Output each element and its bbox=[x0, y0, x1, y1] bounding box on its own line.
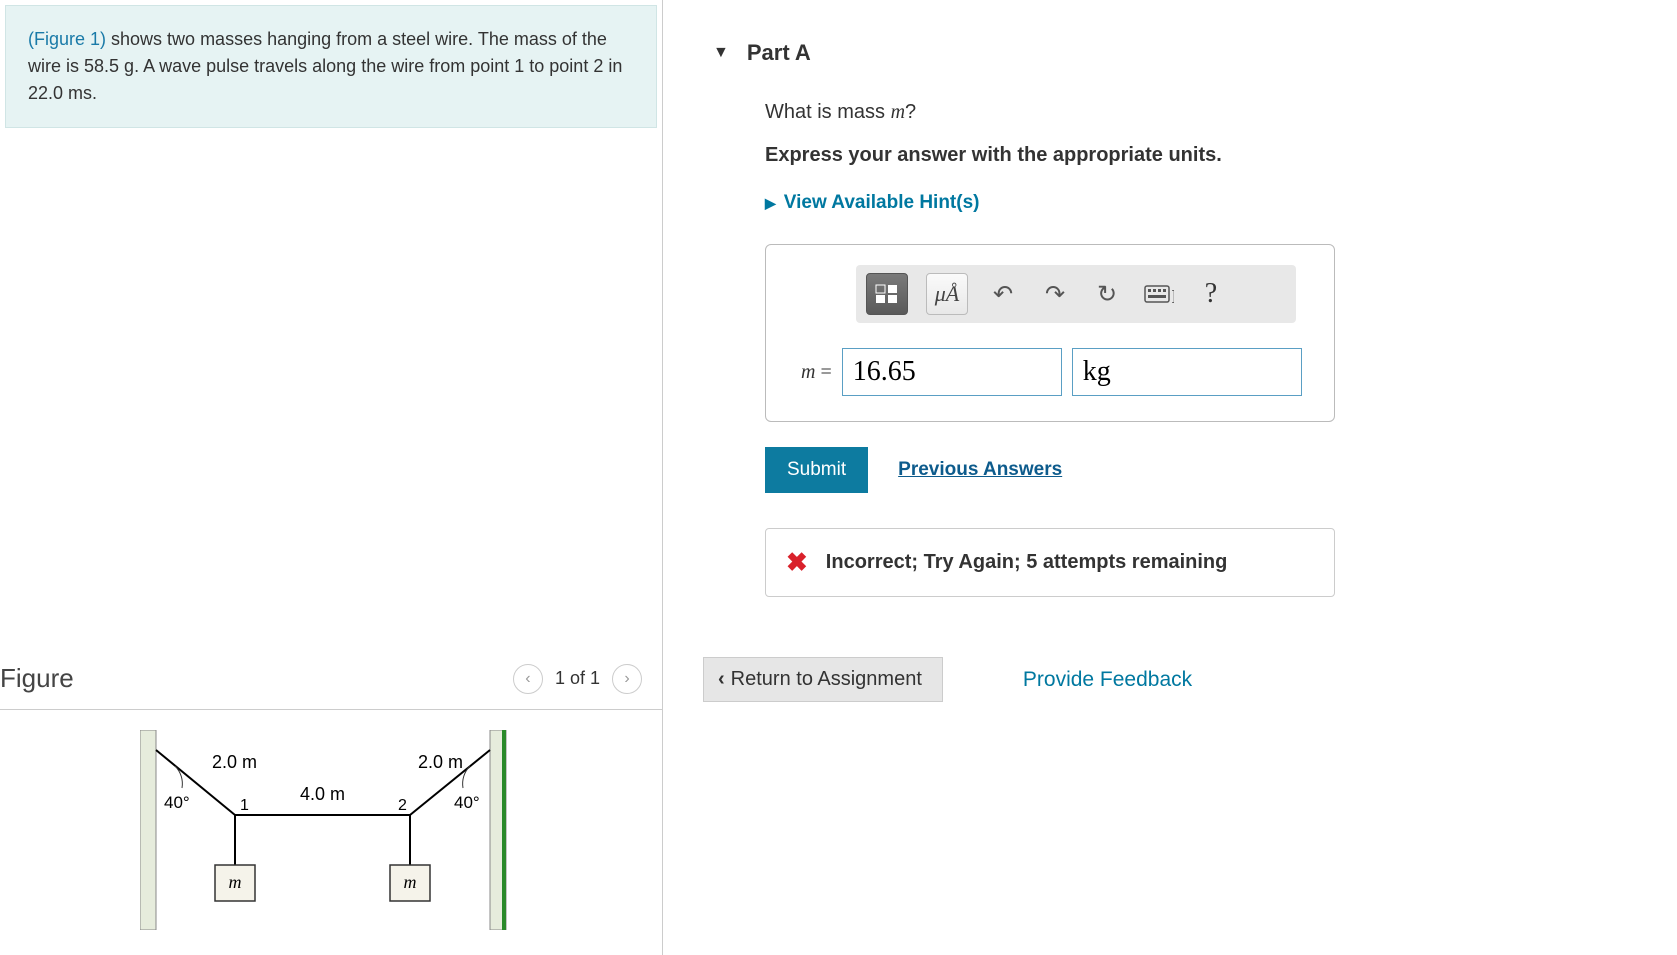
return-label: Return to Assignment bbox=[731, 668, 922, 691]
problem-text-3: . bbox=[92, 83, 97, 103]
part-header[interactable]: ▼ Part A bbox=[713, 40, 1627, 66]
equation-toolbar: μÅ ↶ ↷ ↻ ] ? bbox=[856, 265, 1296, 323]
left-panel: (Figure 1) shows two masses hanging from… bbox=[0, 0, 663, 955]
view-hints-toggle[interactable]: ▶ View Available Hint(s) bbox=[765, 192, 1627, 214]
caret-down-icon: ▼ bbox=[713, 44, 729, 62]
submit-button[interactable]: Submit bbox=[765, 447, 868, 493]
hints-label: View Available Hint(s) bbox=[784, 192, 980, 214]
problem-text-2: . A wave pulse travels along the wire fr… bbox=[134, 56, 622, 76]
feedback-text: Incorrect; Try Again; 5 attempts remaini… bbox=[826, 551, 1228, 574]
keyboard-icon: ] bbox=[1144, 285, 1174, 303]
reset-button[interactable]: ↻ bbox=[1090, 273, 1124, 315]
answer-unit-input[interactable] bbox=[1072, 348, 1302, 396]
figure-next-button[interactable]: › bbox=[612, 664, 642, 694]
left-segment-label: 2.0 m bbox=[212, 752, 257, 772]
figure-reference-link[interactable]: (Figure 1) bbox=[28, 29, 106, 49]
caret-right-icon: ▶ bbox=[765, 195, 776, 212]
mass-label-right: m bbox=[404, 872, 417, 892]
point-1-label: 1 bbox=[240, 797, 249, 814]
footer-row: ‹ Return to Assignment Provide Feedback bbox=[703, 657, 1627, 702]
fraction-icon bbox=[874, 283, 900, 305]
feedback-box: ✖ Incorrect; Try Again; 5 attempts remai… bbox=[765, 528, 1335, 597]
svg-text:]: ] bbox=[1172, 287, 1174, 303]
submit-row: Submit Previous Answers bbox=[765, 447, 1627, 493]
middle-segment-label: 4.0 m bbox=[300, 784, 345, 804]
right-panel: ▼ Part A What is mass m? Express your an… bbox=[663, 0, 1677, 955]
templates-button[interactable] bbox=[866, 273, 908, 315]
right-segment-label: 2.0 m bbox=[418, 752, 463, 772]
answer-box: μÅ ↶ ↷ ↻ ] ? m = bbox=[765, 244, 1335, 422]
previous-answers-link[interactable]: Previous Answers bbox=[898, 459, 1062, 481]
figure-counter: 1 of 1 bbox=[555, 668, 600, 689]
figure-title: Figure bbox=[0, 663, 74, 694]
mass-label-left: m bbox=[229, 872, 242, 892]
question-text: What is mass m? bbox=[765, 101, 1627, 124]
part-body: What is mass m? Express your answer with… bbox=[765, 101, 1627, 597]
provide-feedback-link[interactable]: Provide Feedback bbox=[1023, 668, 1192, 692]
part-title: Part A bbox=[747, 40, 811, 66]
undo-button[interactable]: ↶ bbox=[986, 273, 1020, 315]
answer-value-input[interactable] bbox=[842, 348, 1062, 396]
instruction-text: Express your answer with the appropriate… bbox=[765, 144, 1627, 167]
point-2-label: 2 bbox=[398, 797, 407, 814]
answer-variable-label: m = bbox=[801, 361, 832, 384]
wire-mass-value: 58.5 g bbox=[84, 56, 134, 76]
time-value: 22.0 ms bbox=[28, 83, 92, 103]
keyboard-button[interactable]: ] bbox=[1142, 273, 1176, 315]
units-button[interactable]: μÅ bbox=[926, 273, 968, 315]
problem-statement: (Figure 1) shows two masses hanging from… bbox=[5, 5, 657, 128]
incorrect-icon: ✖ bbox=[786, 547, 808, 578]
figure-section: Figure ‹ 1 of 1 › bbox=[0, 658, 662, 955]
return-to-assignment-button[interactable]: ‹ Return to Assignment bbox=[703, 657, 943, 702]
figure-prev-button[interactable]: ‹ bbox=[513, 664, 543, 694]
right-angle-label: 40° bbox=[454, 793, 480, 812]
chevron-left-icon: ‹ bbox=[718, 668, 725, 691]
figure-diagram: m m 2.0 m 2.0 m 4.0 m 40° 40° 1 2 bbox=[0, 730, 662, 935]
figure-divider bbox=[0, 709, 662, 710]
help-button[interactable]: ? bbox=[1194, 273, 1228, 315]
figure-pagination: ‹ 1 of 1 › bbox=[513, 664, 642, 694]
left-angle-label: 40° bbox=[164, 793, 190, 812]
redo-button[interactable]: ↷ bbox=[1038, 273, 1072, 315]
answer-input-row: m = bbox=[786, 348, 1314, 396]
